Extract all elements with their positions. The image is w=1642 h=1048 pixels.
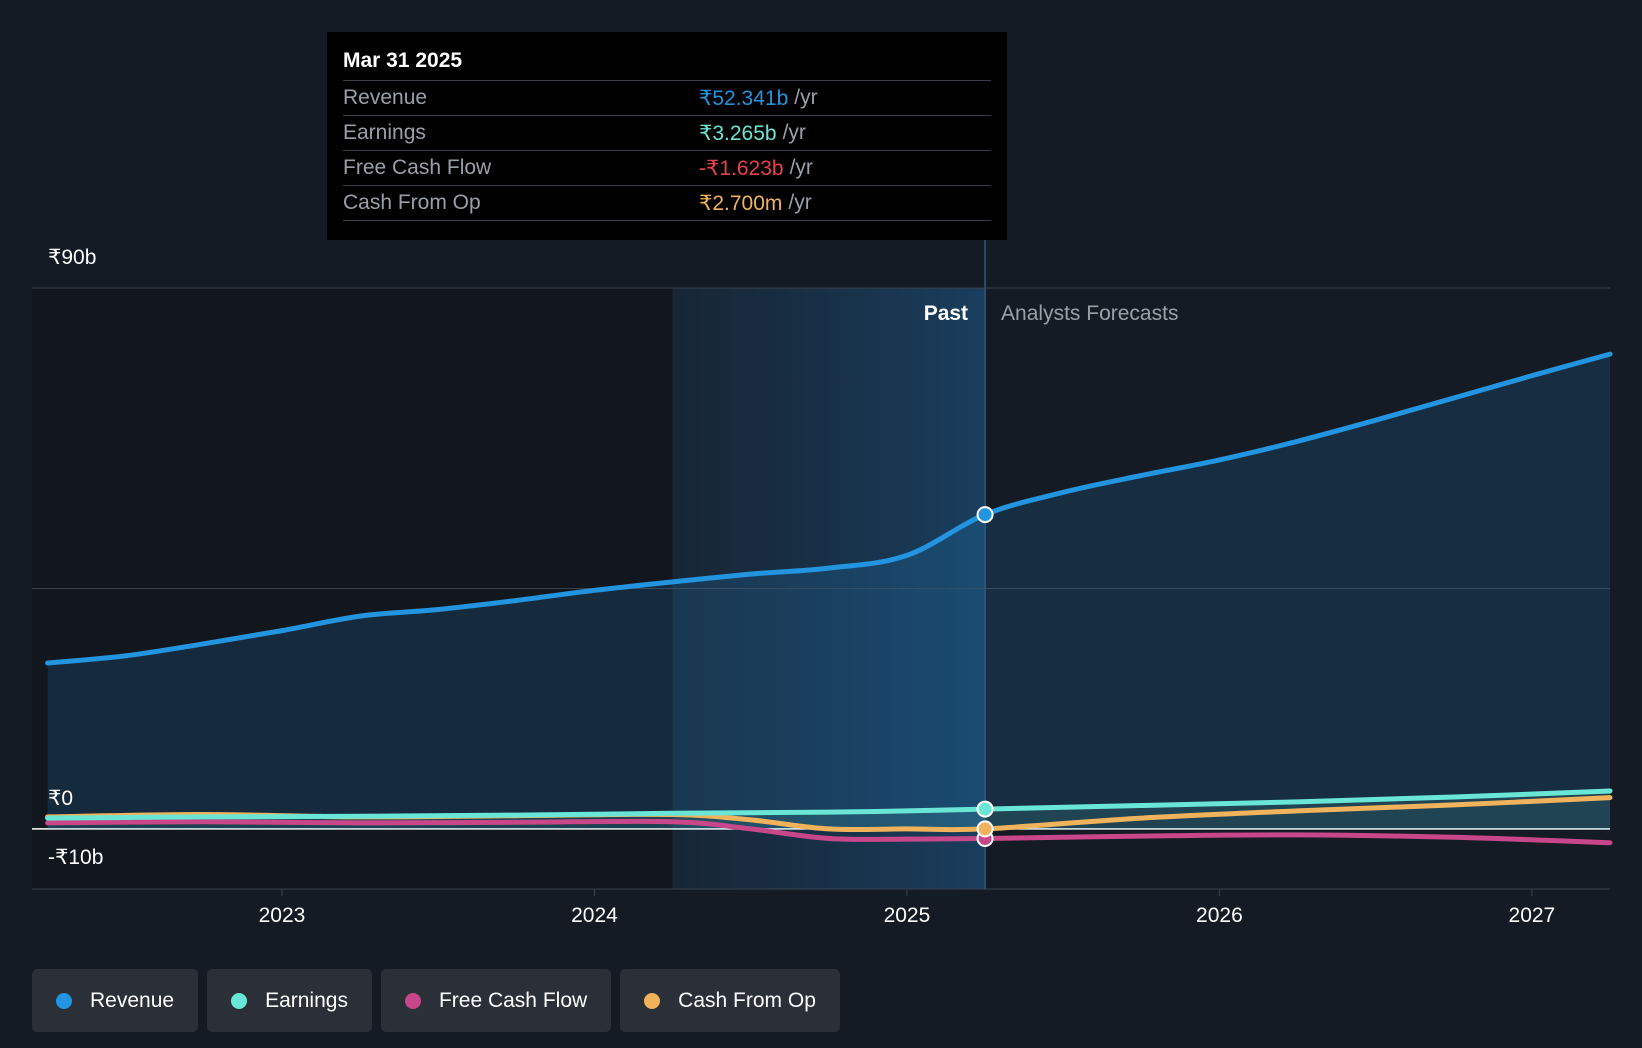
tooltip-row-free-cash-flow: Free Cash Flow -₹1.623b /yr: [343, 150, 991, 185]
legend-item-earnings[interactable]: Earnings: [207, 969, 372, 1032]
series-line-earnings: [45, 788, 1613, 821]
tooltip-label: Revenue: [343, 86, 428, 109]
revenue-area: [47, 354, 1611, 829]
past-label: Past: [924, 302, 968, 325]
series-line-free-cash-flow: [45, 818, 1613, 846]
legend-label: Earnings: [265, 988, 348, 1012]
tooltip-value: ₹2.700m: [699, 191, 783, 215]
legend-label: Cash From Op: [678, 988, 816, 1012]
tooltip-unit: /yr: [788, 191, 812, 214]
x-tick-label: 2023: [259, 904, 306, 927]
tooltip-value: ₹52.341b: [699, 86, 789, 110]
earnings-area: [47, 791, 1611, 829]
tooltip-label: Free Cash Flow: [343, 156, 492, 179]
series-line-revenue: [45, 351, 1613, 666]
marker-earnings: [976, 800, 994, 818]
tooltip-row-earnings: Earnings ₹3.265b /yr: [343, 115, 991, 150]
tooltip-row-revenue: Revenue ₹52.341b /yr: [343, 80, 991, 115]
tooltip-value: ₹3.265b: [699, 121, 777, 145]
x-tick-label: 2026: [1196, 904, 1243, 927]
tooltip-unit: /yr: [782, 121, 806, 144]
tooltip: Mar 31 2025 Revenue ₹52.341b /yr Earning…: [327, 32, 1007, 240]
tooltip-unit: /yr: [794, 86, 818, 109]
tooltip-unit: /yr: [789, 156, 813, 179]
y-tick-label: ₹0: [48, 787, 73, 810]
legend-item-cash-from-op[interactable]: Cash From Op: [620, 969, 840, 1032]
legend: Revenue Earnings Free Cash Flow Cash Fro…: [32, 969, 840, 1032]
x-tick-label: 2025: [884, 904, 931, 927]
tooltip-label: Earnings: [343, 121, 426, 144]
legend-item-free-cash-flow[interactable]: Free Cash Flow: [380, 969, 612, 1032]
tooltip-value: -₹1.623b: [699, 156, 784, 180]
tooltip-row-cash-from-op: Cash From Op ₹2.700m /yr: [343, 185, 991, 221]
revenue-dot-icon: [56, 992, 72, 1009]
marker-revenue: [976, 506, 994, 524]
x-tick-label: 2024: [571, 904, 618, 927]
legend-label: Revenue: [90, 988, 175, 1012]
y-tick-label: -₹10b: [48, 846, 103, 869]
y-tick-label: ₹90b: [48, 246, 96, 269]
legend-label: Free Cash Flow: [438, 988, 588, 1012]
x-tick-label: 2027: [1509, 904, 1556, 927]
forecast-label: Analysts Forecasts: [1001, 302, 1178, 325]
earnings-dot-icon: [231, 992, 248, 1009]
marker-cash-from-op: [976, 820, 994, 838]
legend-item-revenue[interactable]: Revenue: [32, 969, 199, 1032]
tooltip-date: Mar 31 2025: [343, 49, 463, 72]
tooltip-label: Cash From Op: [343, 191, 481, 214]
cash-from-op-dot-icon: [644, 992, 661, 1009]
free-cash-flow-dot-icon: [404, 992, 421, 1009]
